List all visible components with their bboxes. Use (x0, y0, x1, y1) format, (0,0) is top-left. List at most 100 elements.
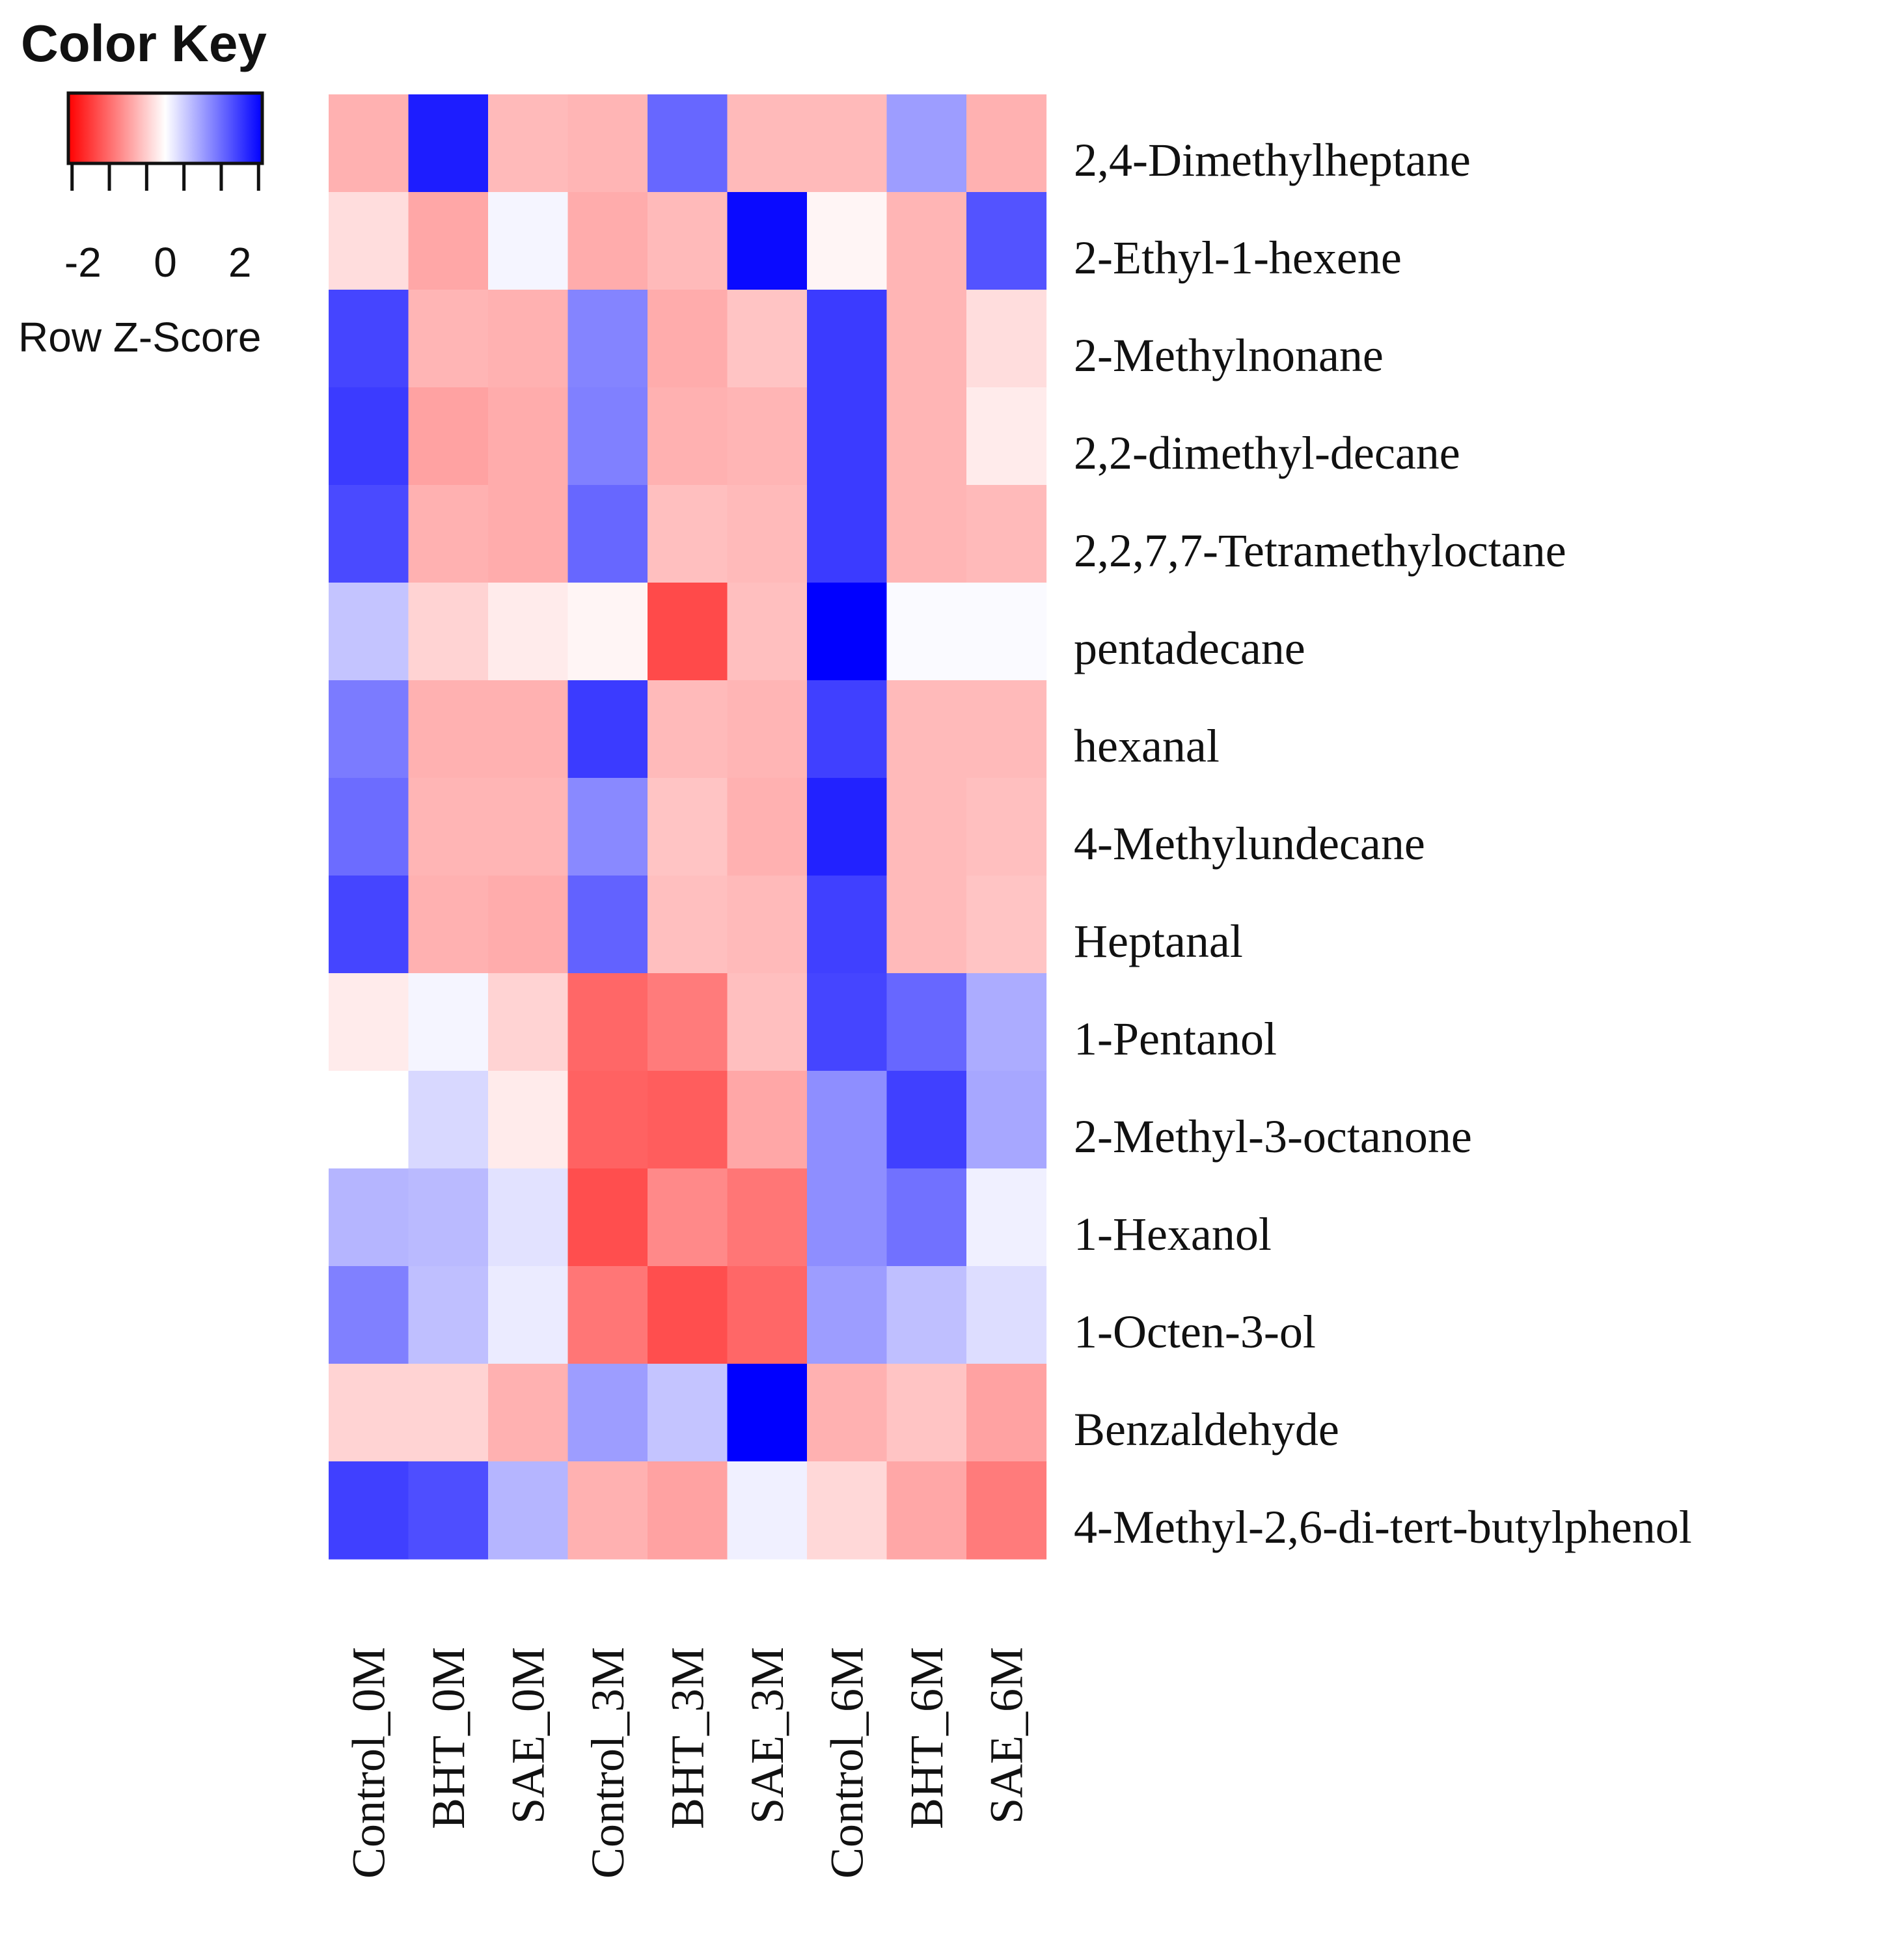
heatmap-cell (966, 387, 1047, 486)
heatmap-cell (408, 387, 489, 486)
heatmap-cell (807, 1168, 888, 1267)
row-label: 2,2-dimethyl-decane (1074, 427, 1460, 479)
heatmap-cell (807, 680, 888, 779)
heatmap-cell (807, 94, 888, 193)
heatmap-cell (488, 192, 569, 290)
heatmap-cell (648, 778, 728, 876)
heatmap-cell (886, 1364, 967, 1462)
heatmap-cell (966, 1266, 1047, 1364)
heatmap-cell (727, 680, 808, 779)
heatmap-cell (567, 192, 648, 290)
heatmap-cell (886, 485, 967, 583)
heatmap-cell (807, 387, 888, 486)
row-label: 4-Methylundecane (1074, 818, 1425, 870)
heatmap-cell (567, 94, 648, 193)
row-label: 2,4-Dimethylheptane (1074, 134, 1471, 186)
heatmap-cell (648, 680, 728, 779)
heatmap-cell (727, 290, 808, 388)
heatmap-cell (408, 778, 489, 876)
heatmap-cell (648, 583, 728, 681)
heatmap-cell (966, 192, 1047, 290)
heatmap-cell (567, 1461, 648, 1560)
heatmap-cell (329, 1168, 409, 1267)
heatmap-cell (886, 1461, 967, 1560)
heatmap-cell (648, 1364, 728, 1462)
heatmap-cell (329, 1364, 409, 1462)
heatmap-cell (567, 583, 648, 681)
column-label: SAE_6M (980, 1647, 1032, 1824)
heatmap-cell (408, 583, 489, 681)
heatmap-cell (886, 387, 967, 486)
row-label: Heptanal (1074, 915, 1243, 967)
heatmap-cell (329, 387, 409, 486)
heatmap-cell (727, 485, 808, 583)
heatmap-cell (807, 485, 888, 583)
heatmap-cell (567, 778, 648, 876)
heatmap-cell (886, 192, 967, 290)
heatmap-cell (408, 1168, 489, 1267)
heatmap-cell (408, 192, 489, 290)
heatmap-cell (329, 1461, 409, 1560)
heatmap-cell (648, 290, 728, 388)
column-label: SAE_3M (741, 1647, 793, 1824)
heatmap-cell (488, 1461, 569, 1560)
heatmap-cell (567, 1071, 648, 1169)
heatmap-cell (966, 680, 1047, 779)
heatmap-cell (648, 485, 728, 583)
color-key-gradient-bar (66, 91, 264, 165)
heatmap-cell (807, 1364, 888, 1462)
heatmap-cell (966, 973, 1047, 1071)
heatmap-cell (329, 583, 409, 681)
heatmap-cell (886, 583, 967, 681)
heatmap-cell (488, 1071, 569, 1169)
heatmap-cell (408, 1461, 489, 1560)
heatmap-cell (488, 387, 569, 486)
heatmap-cell (488, 1364, 569, 1462)
column-label: Control_3M (582, 1647, 634, 1879)
heatmap-cell (886, 876, 967, 974)
row-label: 4-Methyl-2,6-di-tert-butylphenol (1074, 1501, 1692, 1553)
heatmap-cell (807, 1071, 888, 1169)
heatmap-cell (648, 387, 728, 486)
color-key-ticks (70, 163, 260, 191)
heatmap-cell (807, 876, 888, 974)
heatmap-cell (488, 1168, 569, 1267)
heatmap-cell (886, 1071, 967, 1169)
heatmap-cell (488, 778, 569, 876)
heatmap-cell (648, 94, 728, 193)
heatmap-cell (807, 1461, 888, 1560)
heatmap-cell (727, 1461, 808, 1560)
heatmap-cell (329, 680, 409, 779)
heatmap-cell (966, 94, 1047, 193)
heatmap-cell (408, 94, 489, 193)
heatmap-cell (567, 1168, 648, 1267)
heatmap-cell (966, 876, 1047, 974)
heatmap-cell (648, 1168, 728, 1267)
heatmap-cells (329, 94, 1047, 1560)
column-label: SAE_0M (502, 1647, 554, 1824)
heatmap-cell (807, 192, 888, 290)
heatmap-cell (567, 680, 648, 779)
heatmap-cell (488, 290, 569, 388)
heatmap-cell (727, 973, 808, 1071)
color-key-tick-label: 0 (154, 239, 177, 286)
color-key-tick-labels: -2 0 2 (64, 239, 251, 286)
color-key-tick-label: -2 (64, 239, 102, 286)
color-key-tick-label: 2 (228, 239, 252, 286)
column-labels: Control_0M BHT_0M SAE_0M Control_3M BHT_3M SA… (342, 1647, 1032, 1879)
row-label: 1-Hexanol (1074, 1208, 1272, 1260)
heatmap-cell (408, 290, 489, 388)
heatmap-cell (807, 290, 888, 388)
row-label: 2-Ethyl-1-hexene (1074, 232, 1402, 284)
heatmap-cell (727, 1071, 808, 1169)
heatmap-cell (886, 1168, 967, 1267)
color-key: Color Key -2 0 2 Row Z-Score (18, 14, 267, 361)
heatmap-cell (886, 94, 967, 193)
heatmap-cell (408, 1364, 489, 1462)
color-key-label: Row Z-Score (18, 314, 261, 361)
row-label: hexanal (1074, 720, 1220, 772)
heatmap-cell (488, 94, 569, 193)
row-label: Benzaldehyde (1074, 1403, 1339, 1456)
column-label: BHT_6M (901, 1647, 953, 1829)
heatmap-cell (966, 1168, 1047, 1267)
